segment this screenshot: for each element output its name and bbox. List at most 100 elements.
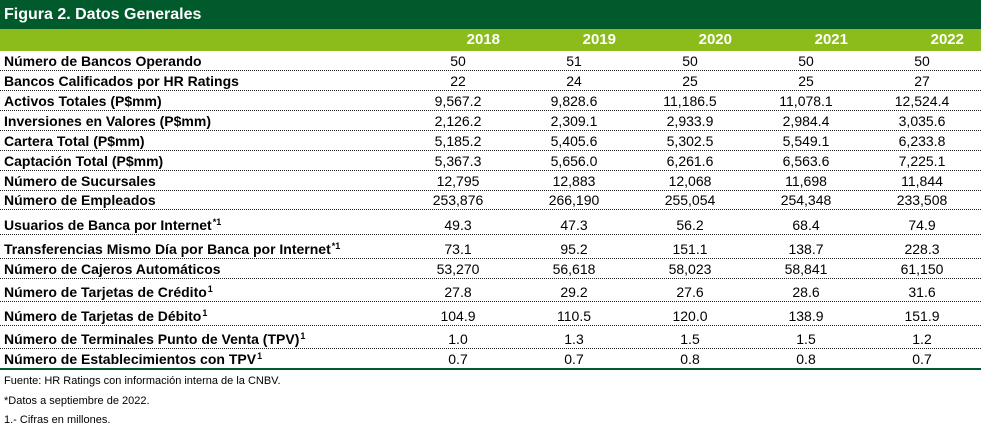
cell-value: 1.2 bbox=[912, 331, 932, 347]
row-label-text: Número de Cajeros Automáticos bbox=[4, 261, 221, 277]
cell-value: 58,841 bbox=[784, 261, 828, 277]
cell-value: 120.0 bbox=[672, 308, 708, 324]
footnote-marker: *1 bbox=[212, 217, 222, 227]
cell-value: 12,795 bbox=[436, 173, 480, 189]
table-row: Usuarios de Banca por Internet*1 49.3 47.3… bbox=[0, 210, 981, 235]
table-row: Número de Sucursales 12,795 12,883 12,068 11… bbox=[0, 171, 981, 191]
year-header: 2021 bbox=[814, 31, 848, 48]
cell-value: 73.1 bbox=[444, 241, 472, 257]
cell-value: 138.9 bbox=[788, 308, 824, 324]
cell-value: 74.9 bbox=[908, 217, 936, 233]
cell-value: 151.9 bbox=[904, 308, 940, 324]
cell-value: 22 bbox=[450, 73, 466, 89]
cell-value: 11,844 bbox=[901, 173, 943, 189]
cell-value: 104.9 bbox=[440, 308, 476, 324]
cell-value: 1.5 bbox=[680, 331, 700, 347]
row-label: Bancos Calificados por HR Ratings bbox=[4, 73, 239, 89]
footnote-marker: 1 bbox=[207, 284, 213, 294]
cell-value: 5,549.1 bbox=[782, 133, 830, 149]
row-label-text: Activos Totales (P$mm) bbox=[4, 93, 162, 109]
cell-value: 0.7 bbox=[448, 351, 468, 367]
cell-value: 11,698 bbox=[785, 173, 827, 189]
cell-value: 50 bbox=[798, 53, 814, 69]
cell-value: 56.2 bbox=[676, 217, 704, 233]
cell-value: 25 bbox=[798, 73, 814, 89]
cell-value: 50 bbox=[914, 53, 930, 69]
cell-value: 25 bbox=[682, 73, 698, 89]
cell-value: 56,618 bbox=[552, 261, 596, 277]
row-label: Transferencias Mismo Día por Banca por I… bbox=[4, 238, 340, 257]
cell-value: 50 bbox=[682, 53, 698, 69]
cell-value: 11,078.1 bbox=[779, 93, 833, 109]
row-label-text: Usuarios de Banca por Internet bbox=[4, 217, 212, 233]
row-label: Usuarios de Banca por Internet*1 bbox=[4, 214, 221, 233]
cell-value: 2,984.4 bbox=[782, 113, 830, 129]
footnote-marker: 1 bbox=[257, 351, 263, 361]
cell-value: 110.5 bbox=[557, 308, 591, 324]
cell-value: 53,270 bbox=[436, 261, 480, 277]
cell-value: 0.8 bbox=[796, 351, 816, 367]
row-label-text: Transferencias Mismo Día por Banca por I… bbox=[4, 241, 331, 257]
cell-value: 27.8 bbox=[444, 284, 472, 300]
table-row: Número de Cajeros Automáticos 53,270 56,61… bbox=[0, 259, 981, 279]
cell-value: 5,656.0 bbox=[550, 153, 598, 169]
cell-value: 95.2 bbox=[560, 241, 588, 257]
year-header: 2020 bbox=[698, 31, 732, 48]
footnote-units: 1.- Cifras en millones. bbox=[4, 414, 111, 426]
cell-value: 253,876 bbox=[432, 192, 484, 208]
table-row: Activos Totales (P$mm) 9,567.2 9,828.6 11,1… bbox=[0, 91, 981, 111]
cell-value: 151.1 bbox=[672, 241, 708, 257]
cell-value: 12,883 bbox=[552, 173, 596, 189]
table-row: Número de Establecimientos con TPV1 0.7 0.… bbox=[0, 349, 981, 370]
table-row: Captación Total (P$mm) 5,367.3 5,656.0 6,26… bbox=[0, 151, 981, 171]
table-row: Transferencias Mismo Día por Banca por I… bbox=[0, 235, 981, 259]
cell-value: 5,367.3 bbox=[434, 153, 482, 169]
cell-value: 68.4 bbox=[792, 217, 820, 233]
row-label: Número de Empleados bbox=[4, 192, 156, 208]
year-header-row: 2018 2019 2020 2021 2022 bbox=[0, 29, 981, 51]
cell-value: 2,126.2 bbox=[434, 113, 482, 129]
row-label-text: Número de Bancos Operando bbox=[4, 53, 202, 69]
cell-value: 51 bbox=[566, 53, 582, 69]
table-row: Cartera Total (P$mm) 5,185.2 5,405.6 5,302.… bbox=[0, 131, 981, 151]
cell-value: 11,186.5 bbox=[663, 93, 717, 109]
cell-value: 61,150 bbox=[900, 261, 944, 277]
footnote-date: *Datos a septiembre de 2022. bbox=[4, 395, 150, 407]
row-label: Número de Tarjetas de Crédito1 bbox=[4, 281, 213, 300]
row-label: Número de Cajeros Automáticos bbox=[4, 261, 221, 277]
cell-value: 255,054 bbox=[664, 192, 716, 208]
cell-value: 9,567.2 bbox=[434, 93, 482, 109]
year-header: 2018 bbox=[466, 31, 500, 48]
cell-value: 5,405.6 bbox=[550, 133, 598, 149]
row-label: Captación Total (P$mm) bbox=[4, 153, 163, 169]
cell-value: 27.6 bbox=[676, 284, 704, 300]
cell-value: 6,261.6 bbox=[666, 153, 714, 169]
row-label-text: Captación Total (P$mm) bbox=[4, 153, 164, 169]
table-row: Bancos Calificados por HR Ratings 22 24 25 2… bbox=[0, 71, 981, 91]
row-label-text: Número de Empleados bbox=[4, 192, 156, 208]
cell-value: 0.8 bbox=[680, 351, 700, 367]
row-label: Número de Bancos Operando bbox=[4, 53, 202, 69]
cell-value: 5,185.2 bbox=[434, 133, 482, 149]
cell-value: 47.3 bbox=[560, 217, 588, 233]
cell-value: 6,563.6 bbox=[782, 153, 830, 169]
footnote-marker: 1 bbox=[300, 331, 306, 341]
year-header: 2022 bbox=[930, 31, 964, 48]
cell-value: 138.7 bbox=[788, 241, 824, 257]
table-row: Número de Bancos Operando 50 51 50 50 50 bbox=[0, 51, 981, 71]
cell-value: 29.2 bbox=[560, 284, 588, 300]
cell-value: 1.3 bbox=[564, 331, 584, 347]
row-label-text: Número de Tarjetas de Crédito bbox=[4, 284, 207, 300]
table-row: Número de Empleados 253,876 266,190 255,054… bbox=[0, 191, 981, 210]
cell-value: 50 bbox=[450, 53, 466, 69]
row-label: Activos Totales (P$mm) bbox=[4, 93, 162, 109]
cell-value: 31.6 bbox=[908, 284, 936, 300]
row-label: Número de Terminales Punto de Venta (TPV… bbox=[4, 328, 305, 347]
cell-value: 24 bbox=[566, 73, 582, 89]
cell-value: 58,023 bbox=[668, 261, 712, 277]
table-row: Inversiones en Valores (P$mm) 2,126.2 2,30… bbox=[0, 111, 981, 131]
cell-value: 9,828.6 bbox=[550, 93, 598, 109]
footnote-marker: 1 bbox=[202, 308, 208, 318]
cell-value: 233,508 bbox=[896, 192, 948, 208]
